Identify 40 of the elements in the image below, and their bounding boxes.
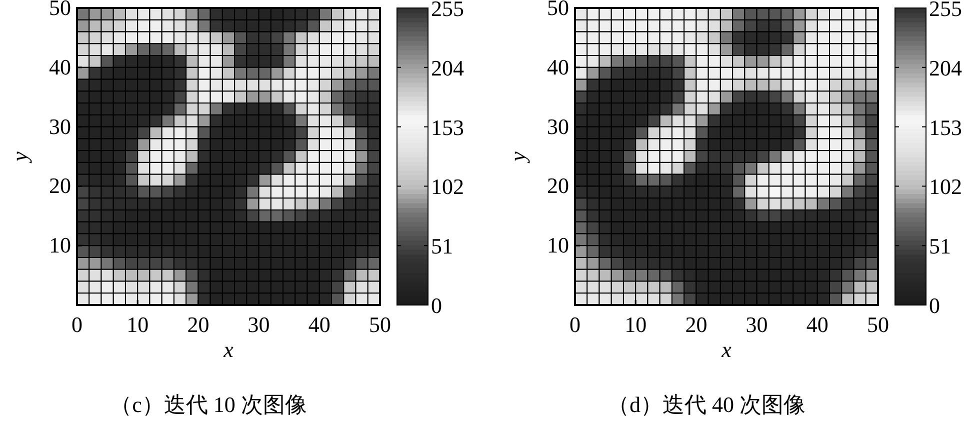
y-tick-label: 20 [49,173,71,198]
color-bar-label: 255 [929,0,962,21]
color-bar-label: 102 [929,174,962,200]
x-tick-label: 50 [867,312,889,337]
y-tick-label: 20 [547,173,569,198]
color-bar-label: 204 [431,55,464,80]
y-tick-label: 30 [49,114,71,139]
x-tick-label: 30 [248,312,270,337]
x-axis-title: x [222,337,234,362]
x-tick-label: 0 [72,312,82,337]
y-tick-label: 50 [547,0,569,20]
y-axis-title: y [7,151,32,164]
text: （c）迭代 10 次图像 [110,392,307,417]
color-bar-label: 0 [431,293,442,318]
color-bar-label: 51 [431,234,453,259]
x-tick-label: 40 [308,312,330,337]
x-tick-label: 20 [685,312,708,337]
color-bar-label: 51 [929,234,951,259]
y-tick-label: 30 [547,114,569,139]
x-tick-label: 50 [369,312,391,337]
x-tick-label: 30 [746,312,768,337]
color-bar-label: 153 [431,114,464,140]
color-bar-label: 153 [929,114,962,140]
y-tick-label: 10 [49,232,71,258]
color-bar-label: 255 [431,0,464,21]
y-tick-label: 40 [547,54,569,80]
y-tick-label: 50 [49,0,71,20]
color-bar-label: 204 [929,55,962,80]
x-tick-label: 40 [806,312,828,337]
x-tick-label: 10 [624,312,647,337]
y-tick-label: 40 [49,54,71,80]
y-axis-title: y [505,151,530,164]
x-tick-label: 20 [187,312,210,337]
x-tick-label: 0 [570,312,580,337]
color-bar-label: 102 [431,174,464,200]
y-tick-label: 10 [547,232,569,258]
color-bar-label: 0 [929,293,940,318]
x-tick-label: 10 [126,312,149,337]
x-axis-title: x [720,337,732,362]
text: （d）迭代 40 次图像 [608,392,806,417]
